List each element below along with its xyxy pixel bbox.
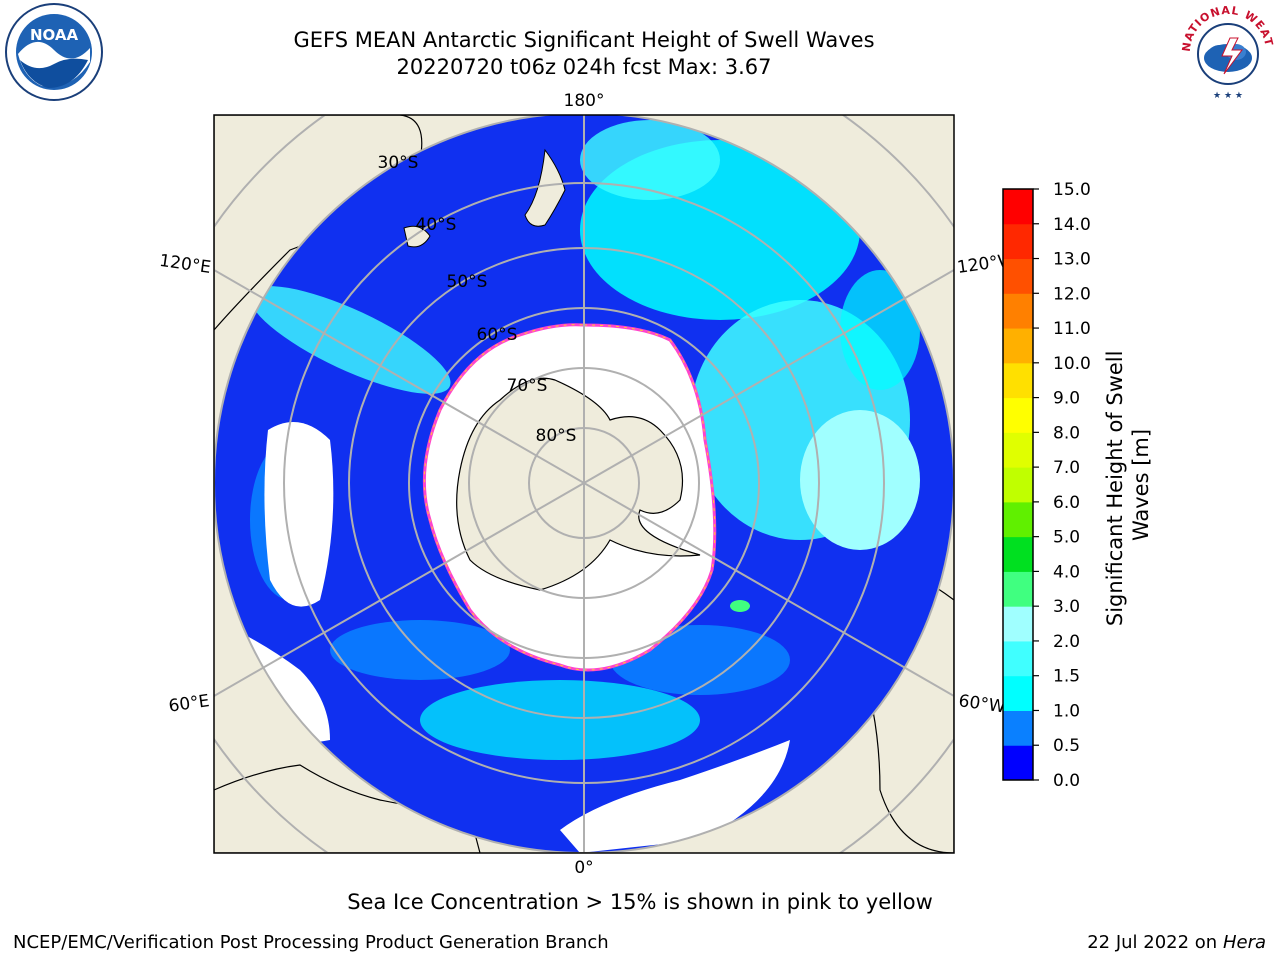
nodata-region <box>560 740 790 853</box>
colorbar-cell <box>1003 362 1033 399</box>
nodata-region <box>264 422 334 607</box>
lat-label-40s: 40°S <box>416 215 457 235</box>
map-title: GEFS MEAN Antarctic Significant Height o… <box>293 28 875 52</box>
new-zealand-land <box>524 148 566 227</box>
colorbar-tick-label: 13.0 <box>1053 250 1091 270</box>
lat-label-60s: 60°S <box>477 325 518 345</box>
map-frame <box>213 114 955 854</box>
colorbar-tick-label: 10.0 <box>1053 354 1091 374</box>
colorbar-tick-label: 8.0 <box>1053 423 1080 443</box>
lon-label-60w: 60°W <box>957 691 1006 717</box>
colorbar-tick-label: 1.0 <box>1053 701 1080 721</box>
colorbar-cell <box>1003 745 1033 781</box>
noaa-logo: NOAA <box>5 3 103 101</box>
nws-logo: NATIONAL WEATHER SERVICE ★ ★ ★ <box>1176 2 1275 101</box>
swell-field <box>214 120 920 853</box>
colorbar-cell <box>1003 501 1033 538</box>
colorbar-cell <box>1003 397 1033 433</box>
colorbar-cell <box>1003 258 1033 294</box>
lon-label-180: 180° <box>564 91 605 111</box>
antarctica-land <box>456 377 701 591</box>
colorbar-cell <box>1003 223 1033 260</box>
colorbar-tick-label: 5.0 <box>1053 528 1080 548</box>
colorbar-cell <box>1003 606 1033 642</box>
colorbar-tick-label: 2.0 <box>1053 632 1080 652</box>
colorbar-cell <box>1003 328 1033 364</box>
footer-credit: NCEP/EMC/Verification Post Processing Pr… <box>13 932 609 953</box>
colorbar-tick-label: 11.0 <box>1053 319 1091 339</box>
map-subtitle: 20220720 t06z 024h fcst Max: 3.67 <box>396 55 772 79</box>
colorbar-label-line-2: Waves [m] <box>1129 429 1153 541</box>
graticule <box>214 115 954 853</box>
colorbar-tick-label: 15.0 <box>1053 180 1091 200</box>
colorbar-cell <box>1003 710 1033 746</box>
colorbar-tick-label: 7.0 <box>1053 458 1080 478</box>
colorbar-cell <box>1003 675 1033 711</box>
footer-machine: Hera <box>1222 932 1266 953</box>
swell-patch <box>800 410 920 550</box>
colorbar-cell <box>1003 189 1033 225</box>
lat-label-30s: 30°S <box>378 153 419 173</box>
swell-max-patch <box>730 600 750 612</box>
colorbar-tick-label: 4.0 <box>1053 562 1080 582</box>
swell-patch <box>420 680 700 760</box>
colorbar-label-line-1: Significant Height of Swell <box>1103 351 1127 627</box>
colorbar: 0.0 0.5 1.0 1.5 2.0 3.0 4.0 5.0 6.0 7.0 8.0 9.0 10.0… <box>1002 180 1153 791</box>
colorbar-tick-label: 9.0 <box>1053 389 1080 409</box>
colorbar-tick-label: 1.5 <box>1053 667 1080 687</box>
lon-label-60e: 60°E <box>167 691 210 716</box>
swell-patch <box>249 286 451 394</box>
sea-ice-note: Sea Ice Concentration > 15% is shown in … <box>347 890 933 914</box>
lon-label-0: 0° <box>574 858 593 878</box>
colorbar-cell <box>1003 293 1033 329</box>
swell-patch <box>580 120 720 200</box>
lat-label-80s: 80°S <box>536 426 577 446</box>
colorbar-tick-label: 12.0 <box>1053 284 1091 304</box>
footer-date: 22 Jul 2022 on <box>1087 932 1223 953</box>
colorbar-tick-label: 6.0 <box>1053 493 1080 513</box>
tasmania-land <box>403 225 431 248</box>
colorbar-cell <box>1003 432 1033 468</box>
colorbar-tick-label: 3.0 <box>1053 597 1080 617</box>
colorbar-tick-label: 0.0 <box>1053 771 1080 791</box>
lon-label-120e: 120°E <box>158 251 212 278</box>
colorbar-cell <box>1003 640 1033 677</box>
colorbar-tick-label: 14.0 <box>1053 215 1091 235</box>
colorbar-cell <box>1003 536 1033 572</box>
colorbar-cell <box>1003 571 1033 607</box>
lat-label-70s: 70°S <box>507 376 548 396</box>
sea-ice-edge <box>423 324 716 671</box>
colorbar-tick-label: 0.5 <box>1053 736 1080 756</box>
nws-logo-stars: ★ ★ ★ <box>1213 91 1243 101</box>
footer-run-date: 22 Jul 2022 on Hera <box>1087 932 1266 953</box>
lat-label-50s: 50°S <box>447 272 488 292</box>
noaa-logo-text: NOAA <box>30 26 79 44</box>
colorbar-frame <box>1002 188 1034 781</box>
meridian-line <box>214 269 954 697</box>
colorbar-cell <box>1003 467 1033 503</box>
colorbar-label: Significant Height of Swell Waves [m] <box>1103 344 1153 626</box>
